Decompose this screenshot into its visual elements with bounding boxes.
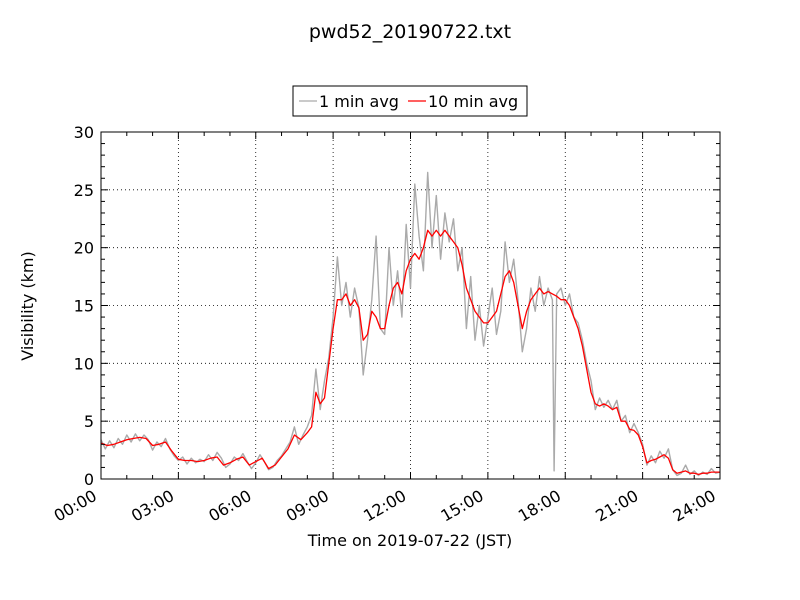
x-tick-label: 06:00 <box>205 486 254 526</box>
y-tick-label: 20 <box>74 239 94 258</box>
legend-label-1min: 1 min avg <box>319 92 399 111</box>
legend: 1 min avg 10 min avg <box>292 85 528 117</box>
x-tick-label: 21:00 <box>592 486 641 526</box>
plot-area <box>100 131 721 480</box>
x-tick-label: 18:00 <box>515 486 564 526</box>
chart-title: pwd52_20190722.txt <box>309 21 511 43</box>
y-axis-label: Visibility (km) <box>18 251 37 360</box>
y-tick-label: 5 <box>84 412 94 431</box>
y-tick-label: 15 <box>74 297 94 316</box>
series-line-10min-avg <box>100 229 720 476</box>
y-tick-label: 25 <box>74 181 94 200</box>
legend-label-10min: 10 min avg <box>428 92 518 111</box>
x-tick-label: 09:00 <box>283 486 332 526</box>
x-tick-label: 15:00 <box>437 486 486 526</box>
y-tick-label: 30 <box>74 123 94 142</box>
x-axis-label: Time on 2019-07-22 (JST) <box>307 531 512 550</box>
y-tick-label: 10 <box>74 354 94 373</box>
x-tick-label: 24:00 <box>670 486 719 526</box>
y-tick-label: 0 <box>84 470 94 489</box>
x-tick-label: 03:00 <box>128 486 177 526</box>
x-tick-label: 00:00 <box>51 486 100 526</box>
x-tick-label: 12:00 <box>360 486 409 526</box>
